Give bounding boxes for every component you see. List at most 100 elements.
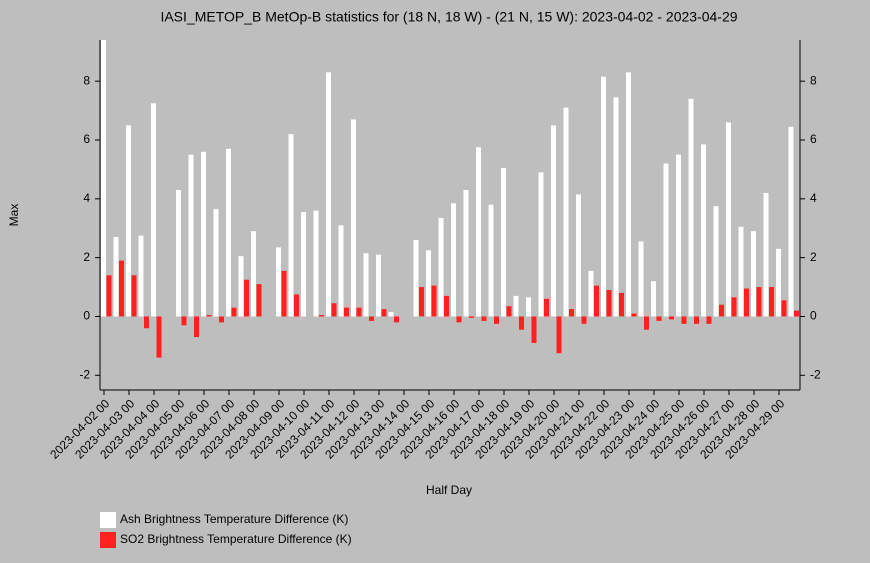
bar — [113, 237, 119, 317]
y2-tick-label: 0 — [810, 309, 817, 323]
y-tick-label: 8 — [83, 73, 90, 87]
bar — [238, 256, 244, 317]
bar — [538, 172, 544, 317]
bar — [294, 294, 299, 317]
bar — [556, 316, 562, 354]
bar — [513, 295, 519, 317]
x-axis-label: Half Day — [426, 483, 472, 497]
bar — [588, 270, 594, 317]
bar — [301, 212, 306, 317]
bar — [738, 226, 744, 317]
y-axis-label: Max — [7, 204, 21, 227]
bar — [576, 194, 581, 317]
bar — [719, 304, 724, 317]
bar — [601, 76, 606, 317]
bar — [769, 287, 774, 317]
bar — [226, 148, 231, 317]
y-tick-label: 2 — [83, 250, 90, 264]
bar — [206, 315, 212, 317]
y2-tick-label: 2 — [810, 250, 817, 264]
bar — [181, 316, 187, 326]
y2-tick-label: 6 — [810, 132, 817, 146]
bar — [331, 303, 337, 317]
legend-label: Ash Brightness Temperature Difference (K… — [120, 512, 348, 526]
bar — [563, 107, 569, 317]
bar — [726, 122, 731, 317]
bar — [656, 316, 662, 321]
bar — [126, 125, 131, 317]
bar — [156, 316, 162, 358]
bar — [176, 190, 181, 317]
bar — [619, 292, 624, 317]
bar — [313, 210, 319, 317]
bar — [281, 270, 287, 317]
bar — [531, 316, 537, 343]
bar — [456, 316, 462, 323]
bar — [519, 316, 524, 330]
bar — [494, 316, 499, 324]
bar — [444, 295, 449, 317]
bar — [419, 287, 424, 317]
bar — [676, 154, 681, 317]
bar — [763, 192, 769, 317]
bar — [388, 312, 394, 317]
bar — [288, 134, 294, 317]
bar — [376, 254, 381, 317]
bar — [644, 316, 649, 330]
bar — [756, 287, 762, 317]
bar — [363, 253, 369, 317]
bar — [469, 316, 474, 318]
bar — [706, 316, 712, 324]
bar — [744, 288, 749, 317]
y-tick-label: 6 — [83, 132, 90, 146]
bar — [326, 72, 331, 317]
bar — [631, 313, 637, 317]
bar — [431, 285, 437, 317]
legend-swatch — [100, 512, 116, 528]
legend-swatch — [100, 532, 116, 548]
bar — [138, 235, 144, 317]
bar — [581, 316, 587, 324]
bar — [213, 209, 219, 317]
bar — [731, 297, 737, 317]
bar — [788, 126, 794, 317]
bar — [231, 307, 237, 317]
bar — [144, 316, 149, 329]
bar — [351, 119, 356, 317]
bar — [606, 290, 612, 317]
bar — [194, 316, 199, 338]
bar — [638, 241, 644, 317]
bar — [451, 203, 456, 317]
y2-tick-label: 8 — [810, 73, 817, 87]
bar — [463, 190, 469, 317]
bar — [701, 144, 706, 317]
bar — [356, 307, 362, 317]
bar — [651, 281, 656, 317]
bar — [544, 298, 549, 317]
bar — [594, 285, 599, 317]
bar — [251, 231, 256, 317]
bar — [488, 204, 494, 317]
y2-tick-label: -2 — [810, 367, 821, 381]
y-tick-label: 4 — [83, 191, 90, 205]
bar — [319, 315, 324, 317]
y-tick-label: 0 — [83, 309, 90, 323]
bar — [151, 103, 156, 317]
bar — [613, 97, 619, 317]
bar — [713, 206, 719, 317]
bar — [106, 275, 112, 317]
bar — [413, 240, 419, 317]
bar — [188, 154, 194, 317]
bar — [119, 260, 124, 317]
bar — [369, 316, 374, 321]
bar — [526, 297, 531, 317]
bar — [551, 125, 556, 317]
bar — [131, 275, 137, 317]
bar — [663, 163, 669, 317]
y-tick-label: -2 — [79, 367, 90, 381]
bar — [244, 279, 249, 317]
bar — [426, 250, 431, 317]
bar — [381, 309, 387, 317]
bar — [794, 310, 799, 317]
bar — [501, 167, 506, 317]
